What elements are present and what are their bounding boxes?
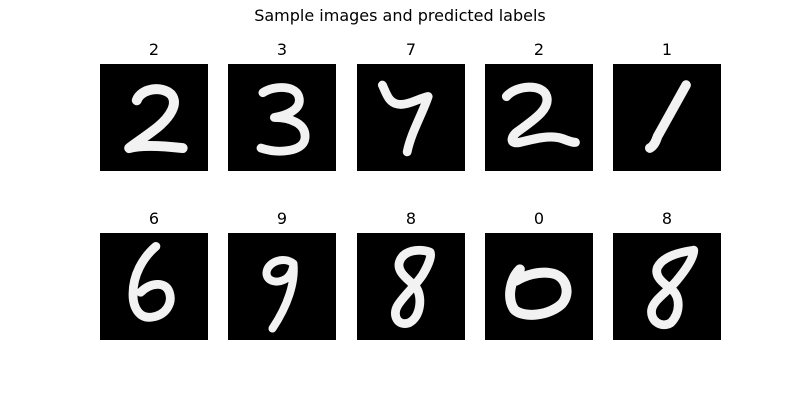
digit-0-drawing [505, 264, 572, 320]
predicted-label: 7 [405, 40, 417, 59]
digit-8-drawing [391, 245, 435, 328]
digit-image [485, 233, 593, 340]
digit-image [613, 233, 721, 340]
digit-image [228, 233, 336, 340]
figure-title: Sample images and predicted labels [254, 6, 546, 25]
digit-image [613, 64, 721, 171]
predicted-label: 6 [148, 209, 160, 228]
digit-9-drawing [262, 256, 298, 333]
digit-7-drawing [377, 80, 433, 157]
predicted-label: 2 [148, 40, 160, 59]
predicted-label: 3 [276, 40, 288, 59]
digit-image [100, 233, 208, 340]
digit-8-drawing [647, 245, 699, 330]
digit-image [100, 64, 208, 171]
predicted-label: 9 [276, 209, 288, 228]
digit-2-drawing [124, 84, 188, 154]
digit-1-drawing [645, 80, 691, 153]
predicted-label: 8 [405, 209, 417, 228]
digit-image [357, 233, 465, 340]
predicted-label: 2 [533, 40, 545, 59]
digit-image [485, 64, 593, 171]
digit-2-drawing [501, 82, 580, 148]
predicted-label: 0 [533, 209, 545, 228]
predicted-label: 1 [661, 40, 673, 59]
digit-image [228, 64, 336, 171]
digit-image [357, 64, 465, 171]
digit-6-drawing [128, 241, 175, 322]
predicted-label: 8 [661, 209, 673, 228]
digit-3-drawing [256, 83, 310, 156]
